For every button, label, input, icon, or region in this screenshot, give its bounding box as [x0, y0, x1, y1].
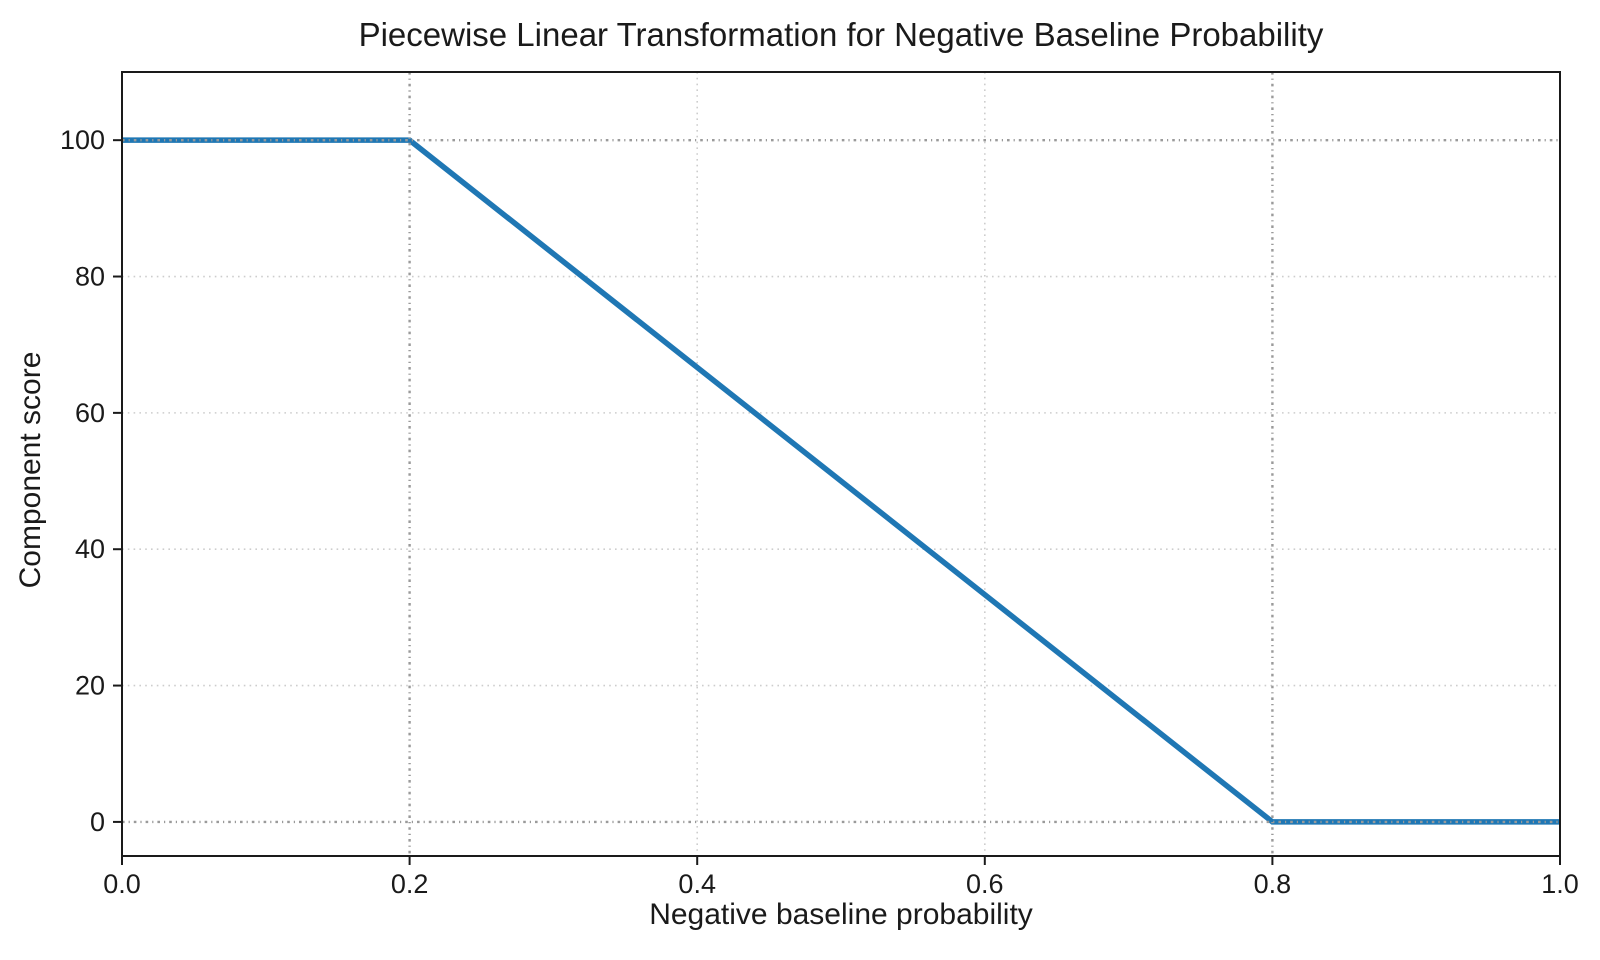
y-tick-label: 80 [75, 262, 105, 292]
x-tick-label: 0.8 [1254, 869, 1292, 899]
x-tick-label: 0.2 [391, 869, 429, 899]
y-tick-label: 0 [90, 807, 105, 837]
x-tick-label: 1.0 [1541, 869, 1579, 899]
tick-layer: 0.0 0.2 0.4 0.6 0.8 1.0 0 20 40 60 80 100 [60, 125, 1579, 899]
y-tick-label: 60 [75, 398, 105, 428]
chart-title: Piecewise Linear Transformation for Nega… [359, 16, 1324, 53]
x-tick-label: 0.4 [678, 869, 716, 899]
reference-lines-layer [122, 72, 1560, 856]
y-axis-label: Component score [14, 352, 47, 589]
x-axis-label: Negative baseline probability [649, 898, 1033, 931]
plot-border [121, 71, 1561, 857]
y-tick-label: 40 [75, 534, 105, 564]
y-tick-label: 20 [75, 671, 105, 701]
y-tick-label: 100 [60, 125, 105, 155]
x-tick-label: 0.0 [103, 869, 141, 899]
x-tick-label: 0.6 [966, 869, 1004, 899]
